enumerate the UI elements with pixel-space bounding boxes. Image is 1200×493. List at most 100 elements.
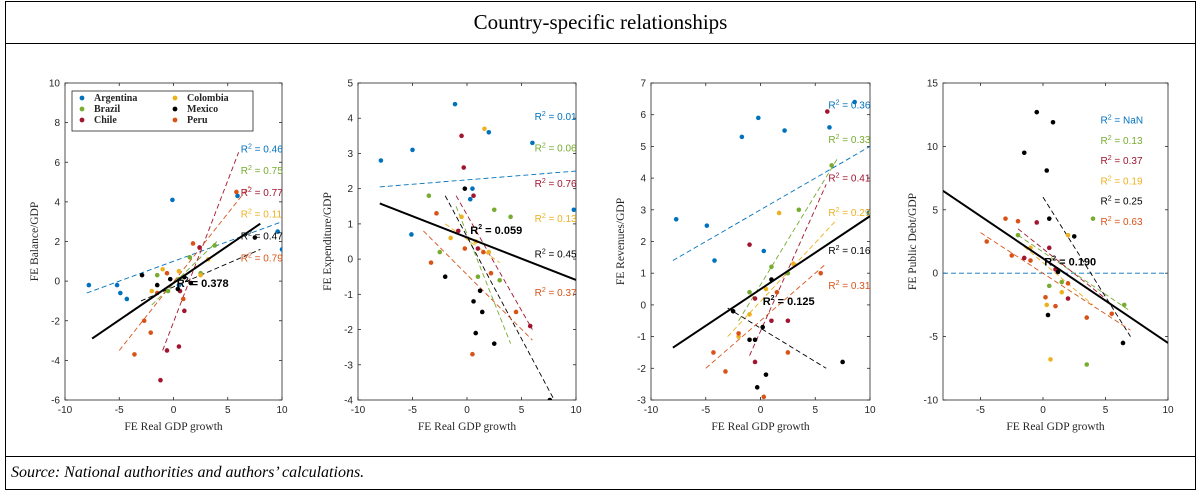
data-point-colombia	[1059, 289, 1065, 295]
y-tick-label: -2	[344, 325, 353, 336]
data-point-colombia	[198, 272, 203, 278]
data-point-peru	[470, 351, 475, 357]
data-point-argentina	[866, 210, 870, 216]
x-tick-label: 0	[758, 405, 764, 416]
r2-label-brazil: R2 = 0.13	[1101, 135, 1143, 147]
legend-label-colombia: Colombia	[187, 93, 229, 104]
y-tick-label: 6	[640, 110, 646, 121]
data-point-peru	[164, 270, 170, 276]
y-tick-label: 2	[54, 237, 60, 248]
data-point-colombia	[482, 126, 487, 132]
data-point-peru	[984, 239, 990, 244]
data-point-colombia	[149, 288, 155, 294]
r2-label-brazil: R2 = 0.33	[828, 134, 870, 146]
y-tick-label: 2	[640, 237, 646, 248]
data-point-colombia	[176, 268, 182, 274]
data-point-peru	[462, 246, 468, 251]
r2-label-colombia: R2 = 0.29	[828, 207, 870, 219]
r2-label-mexico: R2 = 0.25	[1101, 196, 1143, 208]
x-tick-label: -5	[408, 405, 417, 416]
x-tick-label: 10	[1162, 405, 1174, 416]
data-point-peru	[1043, 294, 1048, 300]
data-point-chile	[747, 242, 752, 247]
data-point-argentina	[86, 282, 92, 288]
data-point-argentina	[530, 140, 535, 146]
legend-marker-mexico	[172, 106, 178, 112]
data-point-brazil	[1121, 302, 1127, 308]
x-tick-label: 5	[225, 405, 231, 416]
pooled-fit-line	[672, 215, 870, 349]
legend: Argentina Colombia Brazil Mexico Chile Peru	[71, 90, 254, 132]
legend-label-brazil: Brazil	[94, 104, 120, 115]
r2-label-chile: R2 = 0.77	[241, 187, 283, 199]
data-point-brazil	[1046, 283, 1052, 289]
pooled-r2-label: R2 = 0.125	[763, 295, 815, 308]
fit-line-chile	[749, 184, 827, 356]
data-point-brazil	[1015, 232, 1021, 238]
fit-line-peru	[705, 263, 827, 369]
data-point-peru	[481, 249, 486, 255]
x-axis-label: FE Real GDP growth	[124, 421, 223, 433]
data-point-brazil	[165, 288, 171, 294]
data-point-mexico	[252, 235, 258, 240]
data-point-mexico	[479, 309, 485, 315]
chart-panel-1: -10 -5 0 5 10 -6 -4 -2 0 2 4 6 8 10 FE Real GDP growth…	[29, 79, 288, 434]
data-point-argentina	[176, 282, 182, 288]
data-point-chile	[461, 165, 467, 170]
y-tick-label: 5	[640, 142, 646, 153]
y-axis-label: FE Revenues/GDP	[615, 198, 627, 285]
x-axis-label: FE Real GDP growth	[711, 421, 810, 433]
data-point-chile	[459, 133, 464, 139]
data-point-peru	[711, 350, 716, 355]
y-tick-label: 1	[347, 219, 353, 230]
data-point-mexico	[473, 330, 479, 336]
y-tick-label: 0	[54, 277, 60, 288]
r2-label-argentina: R2 = NaN	[1101, 115, 1144, 127]
data-point-peru	[434, 211, 439, 216]
data-point-brazil	[1090, 216, 1096, 221]
fit-line-chile	[455, 195, 533, 330]
y-tick-label: 0	[347, 255, 353, 266]
data-point-argentina	[571, 207, 576, 213]
data-point-argentina	[852, 99, 857, 105]
data-point-peru	[1084, 315, 1090, 320]
data-point-peru	[1028, 258, 1033, 263]
data-point-mexico	[442, 274, 448, 280]
pooled-fit-line	[91, 222, 261, 340]
r2-label-peru: R2 = 0.63	[1101, 216, 1143, 228]
data-point-peru	[148, 330, 154, 335]
y-tick-label: 4	[54, 197, 60, 208]
data-point-mexico	[747, 337, 752, 343]
fit-line-argentina	[86, 221, 282, 294]
data-point-brazil	[829, 163, 834, 168]
fit-line-brazil	[455, 206, 512, 344]
data-point-mexico	[1055, 269, 1061, 275]
fit-line-argentina	[672, 146, 870, 261]
figure-frame: Country-specific relationships Source: N…	[5, 1, 1196, 490]
data-point-peru	[234, 189, 239, 195]
plot-content	[378, 101, 576, 400]
r2-label-brazil: R2 = 0.75	[241, 165, 283, 177]
data-point-mexico	[1021, 150, 1027, 156]
data-point-peru	[488, 270, 494, 276]
y-tick-label: 4	[640, 174, 646, 185]
data-point-mexico	[175, 286, 181, 292]
data-point-argentina	[761, 248, 767, 254]
r2-label-peru: R2 = 0.79	[241, 252, 283, 264]
y-tick-label: 1	[640, 269, 646, 280]
y-tick-label: -10	[924, 396, 939, 407]
fit-line-chile	[162, 152, 240, 351]
fit-line-peru	[980, 232, 1131, 331]
x-tick-label: -10	[351, 405, 366, 416]
data-point-peru	[723, 369, 728, 374]
data-point-colombia	[736, 334, 741, 339]
data-point-mexico	[547, 397, 553, 400]
data-point-chile	[824, 109, 830, 114]
data-point-argentina	[409, 232, 414, 237]
y-tick-label: -1	[637, 332, 646, 343]
data-point-mexico	[763, 372, 769, 377]
fit-line-mexico	[444, 195, 555, 400]
data-point-colombia	[763, 286, 769, 292]
data-point-mexico	[154, 282, 160, 288]
legend-label-peru: Peru	[187, 115, 208, 126]
